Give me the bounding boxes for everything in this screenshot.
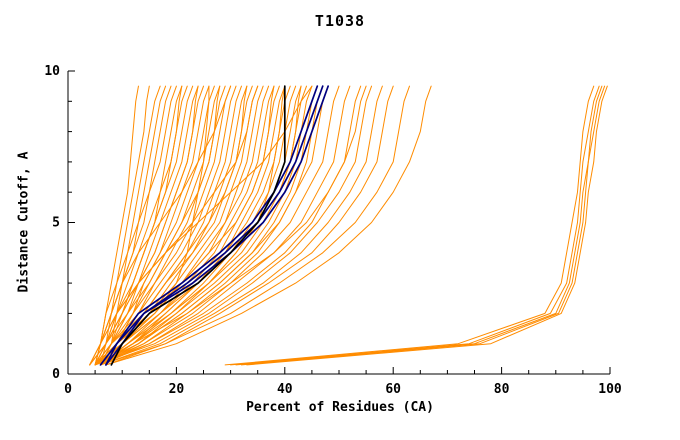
svg-text:0: 0 bbox=[52, 367, 60, 382]
svg-text:5: 5 bbox=[52, 216, 60, 231]
svg-text:20: 20 bbox=[169, 382, 185, 397]
svg-text:0: 0 bbox=[64, 382, 72, 397]
svg-text:80: 80 bbox=[494, 382, 510, 397]
chart-title: T1038 bbox=[314, 12, 366, 30]
svg-text:100: 100 bbox=[598, 382, 622, 397]
svg-text:10: 10 bbox=[44, 64, 60, 79]
x-axis-label: Percent of Residues (CA) bbox=[246, 400, 434, 415]
svg-text:60: 60 bbox=[385, 382, 401, 397]
svg-text:40: 40 bbox=[277, 382, 293, 397]
y-axis-label: Distance Cutoff, A bbox=[16, 151, 32, 293]
